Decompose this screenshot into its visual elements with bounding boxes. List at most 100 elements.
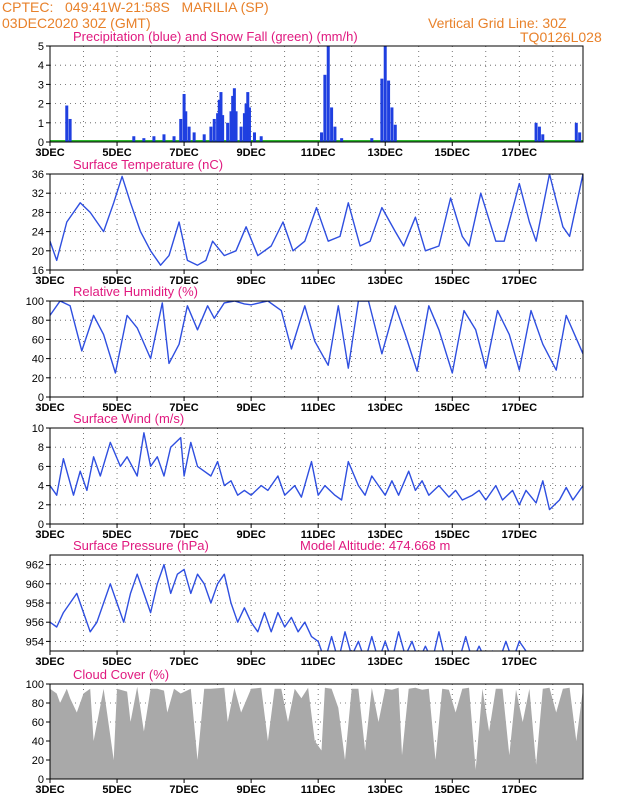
y-tick-label: 1 xyxy=(38,118,44,130)
cloud-panel: 0 20 40 60 80 100 3DEC 5DEC 7DEC 9DEC 11DEC 13DEC 15… xyxy=(26,667,584,796)
x-tick-label: 5DEC xyxy=(102,529,131,541)
precip-bar xyxy=(68,118,72,142)
precip-bar xyxy=(219,92,223,142)
y-tick-label: 28 xyxy=(32,207,44,219)
precip-bar xyxy=(390,107,394,142)
y-tick-label: 6 xyxy=(38,461,44,473)
cloud-frame xyxy=(49,683,584,780)
humidity-series-line xyxy=(50,301,583,374)
precip-bar xyxy=(212,118,216,142)
grid-note: Vertical Grid Line: 30Z xyxy=(428,15,567,31)
x-tick-label: 11DEC xyxy=(301,147,336,159)
pressure-title: Surface Pressure (hPa) xyxy=(73,538,209,553)
x-tick-label: 11DEC xyxy=(301,402,336,414)
precip-bar xyxy=(209,126,213,142)
precip-bar xyxy=(247,107,251,142)
precip-bar xyxy=(320,132,324,142)
x-tick-label: 5DEC xyxy=(102,147,131,159)
x-tick-label: 9DEC xyxy=(236,402,265,414)
precip-bar xyxy=(537,126,541,142)
x-tick-label: 15DEC xyxy=(435,147,471,159)
y-tick-label: 958 xyxy=(26,598,44,610)
pressure-frame xyxy=(49,554,584,652)
precip-bar xyxy=(202,134,206,142)
precip-bar xyxy=(229,111,233,142)
wind-frame xyxy=(49,427,584,525)
precip-bar xyxy=(132,136,136,142)
x-tick-label: 17DEC xyxy=(502,529,538,541)
humidity-title: Relative Humidity (%) xyxy=(73,284,198,299)
x-tick-label: 13DEC xyxy=(367,275,403,287)
x-tick-label: 5DEC xyxy=(102,656,131,668)
x-tick-label: 17DEC xyxy=(502,402,538,414)
pressure-annotation: Model Altitude: 474.668 m xyxy=(300,538,450,553)
x-tick-label: 11DEC xyxy=(301,784,336,796)
y-tick-label: 60 xyxy=(32,334,44,346)
y-tick-label: 4 xyxy=(38,481,44,493)
precip-frame xyxy=(49,45,584,143)
humidity-frame xyxy=(49,300,584,398)
y-tick-label: 36 xyxy=(32,169,44,181)
cloud-data xyxy=(50,686,583,779)
x-tick-label: 7DEC xyxy=(169,784,198,796)
run-id: TQ0126L028 xyxy=(520,29,602,45)
y-tick-label: 32 xyxy=(32,188,44,200)
x-tick-label: 5DEC xyxy=(102,402,131,414)
precip-bar xyxy=(330,107,334,142)
x-tick-label: 15DEC xyxy=(435,784,471,796)
y-tick-label: 80 xyxy=(32,698,44,710)
y-tick-label: 20 xyxy=(32,373,44,385)
precip-bar xyxy=(221,115,225,142)
humidity-panel: 0 20 40 60 80 100 3DEC 5DEC 7DEC 9DEC 11DEC 13DEC 15… xyxy=(26,284,584,414)
x-tick-label: 15DEC xyxy=(435,656,471,668)
precip-bar xyxy=(216,113,220,142)
wind-title: Surface Wind (m/s) xyxy=(73,411,184,426)
precip-bar xyxy=(393,124,397,142)
precip-bar xyxy=(242,113,246,142)
x-tick-label: 7DEC xyxy=(169,656,198,668)
x-tick-label: 11DEC xyxy=(301,656,336,668)
y-tick-label: 4 xyxy=(38,60,44,72)
y-tick-label: 20 xyxy=(32,246,44,258)
precip-bar xyxy=(226,122,230,142)
x-tick-label: 9DEC xyxy=(236,275,265,287)
precip-bar xyxy=(259,136,263,142)
precip-bar xyxy=(333,126,337,142)
precip-bar xyxy=(323,74,327,142)
x-tick-label: 13DEC xyxy=(367,656,403,668)
humidity-data xyxy=(50,301,583,374)
x-tick-label: 5DEC xyxy=(102,275,131,287)
precip-bar xyxy=(232,88,236,142)
precip-bar xyxy=(383,46,387,142)
precip-panel: 0 1 2 3 4 5 3DEC 5DEC 7DEC 9DEC 11DEC 13DEC 15DEC 17D… xyxy=(35,29,584,159)
y-tick-label: 2 xyxy=(38,500,44,512)
y-tick-label: 100 xyxy=(26,679,44,691)
x-tick-label: 17DEC xyxy=(502,275,538,287)
precip-bar xyxy=(340,138,344,142)
x-tick-label: 17DEC xyxy=(502,656,538,668)
x-tick-label: 13DEC xyxy=(367,529,403,541)
precip-bar xyxy=(65,105,69,142)
x-tick-label: 13DEC xyxy=(367,402,403,414)
temperature-title: Surface Temperature (nC) xyxy=(73,157,223,172)
x-tick-label: 5DEC xyxy=(102,784,131,796)
wind-data xyxy=(50,432,583,511)
precip-bar xyxy=(380,78,384,142)
y-tick-label: 3 xyxy=(38,79,44,91)
y-tick-label: 0 xyxy=(38,519,44,531)
precip-bar xyxy=(231,95,235,142)
precip-bar xyxy=(541,134,545,142)
y-tick-label: 20 xyxy=(32,755,44,767)
precip-bar xyxy=(179,118,183,142)
x-tick-label: 17DEC xyxy=(502,784,538,796)
x-tick-label: 15DEC xyxy=(435,402,471,414)
y-tick-label: 956 xyxy=(26,617,44,629)
x-tick-label: 7DEC xyxy=(169,147,198,159)
station-line: CPTEC: 049:41W-21:58S MARILIA (SP) xyxy=(2,0,269,15)
x-tick-label: 3DEC xyxy=(35,656,64,668)
x-tick-label: 9DEC xyxy=(236,147,265,159)
y-tick-label: 40 xyxy=(32,736,44,748)
y-tick-label: 2 xyxy=(38,99,44,111)
y-tick-label: 60 xyxy=(32,717,44,729)
y-tick-label: 100 xyxy=(26,296,44,308)
